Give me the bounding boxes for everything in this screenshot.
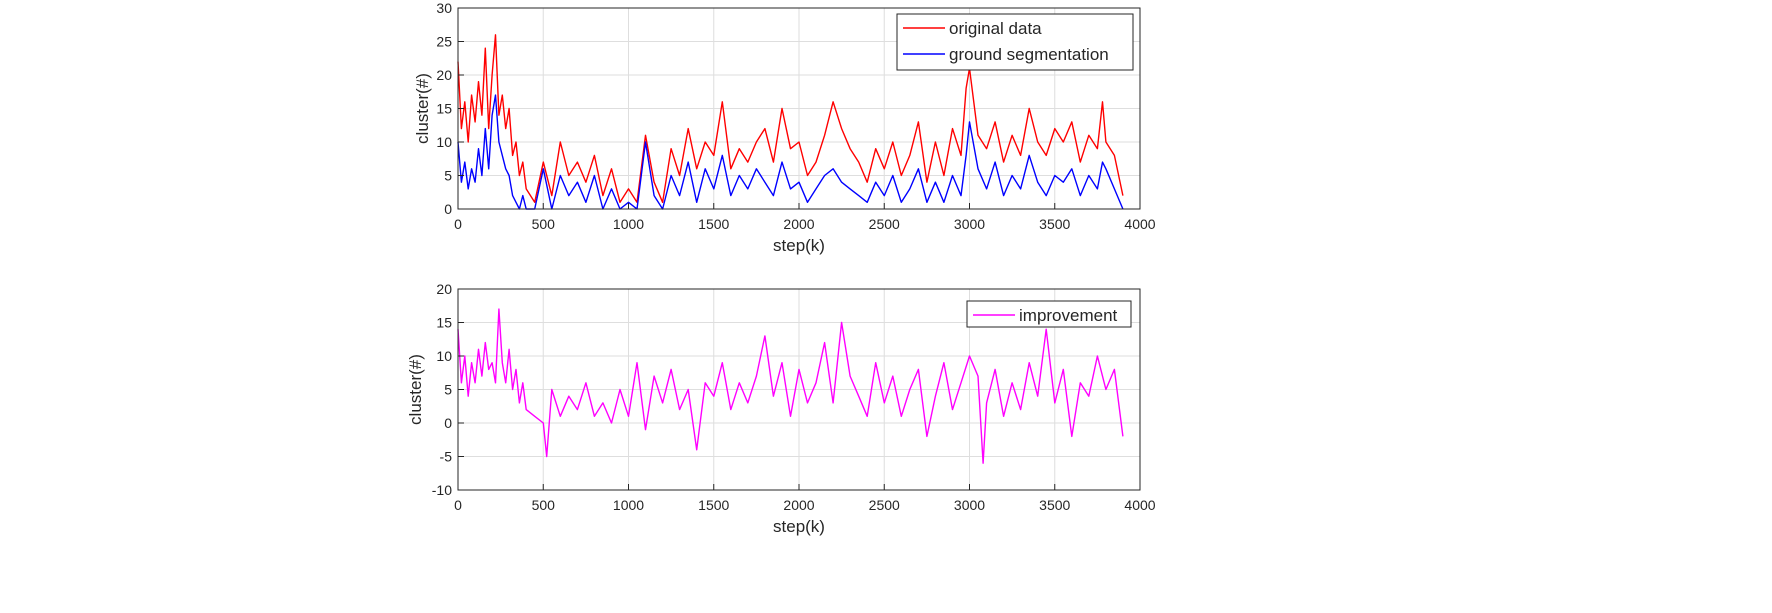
legend: improvement bbox=[966, 300, 1132, 328]
series-line-improvement bbox=[457, 308, 1124, 464]
x-tick-label: 3000 bbox=[954, 216, 985, 232]
y-tick-label: 25 bbox=[436, 34, 452, 50]
x-tick-label: 2500 bbox=[869, 497, 900, 513]
y-tick-label: 5 bbox=[444, 168, 452, 184]
x-tick-label: 1000 bbox=[613, 216, 644, 232]
y-tick-label: -5 bbox=[440, 449, 453, 465]
x-tick-label: 1000 bbox=[613, 497, 644, 513]
y-tick-label: 10 bbox=[436, 348, 452, 364]
x-tick-label: 500 bbox=[532, 216, 556, 232]
y-tick-label: 15 bbox=[436, 101, 452, 117]
y-tick-label: 0 bbox=[444, 201, 452, 217]
x-tick-label: 3500 bbox=[1039, 497, 1070, 513]
y-tick-label: 20 bbox=[436, 67, 452, 83]
x-tick-label: 4000 bbox=[1124, 497, 1155, 513]
x-tick-label: 1500 bbox=[698, 216, 729, 232]
x-tick-label: 4000 bbox=[1124, 216, 1155, 232]
y-axis-label: cluster(#) bbox=[413, 73, 432, 144]
x-tick-label: 2500 bbox=[869, 216, 900, 232]
chart-panel-2: 0 500 1000 1500 2000 2500 3000 3500 4000 -10 -5 0 5 1… bbox=[406, 281, 1156, 536]
legend-label: ground segmentation bbox=[949, 45, 1109, 64]
x-axis-label: step(k) bbox=[773, 236, 825, 255]
x-tick-label: 0 bbox=[454, 216, 462, 232]
y-tick-label: 5 bbox=[444, 382, 452, 398]
chart-panel-1: 0 500 1000 1500 2000 2500 3000 3500 4000 0 5 10 15 20… bbox=[413, 0, 1156, 255]
x-tick-label: 3500 bbox=[1039, 216, 1070, 232]
y-tick-label: 10 bbox=[436, 134, 452, 150]
y-tick-label: 20 bbox=[436, 281, 452, 297]
series-line-original-data bbox=[457, 34, 1124, 204]
y-tick-label: -10 bbox=[432, 482, 452, 498]
x-tick-label: 0 bbox=[454, 497, 462, 513]
y-tick-label: 30 bbox=[436, 0, 452, 16]
legend-box bbox=[966, 300, 1132, 328]
legend-label: improvement bbox=[1019, 306, 1118, 325]
legend: original data ground segmentation bbox=[896, 13, 1134, 71]
x-tick-label: 1500 bbox=[698, 497, 729, 513]
legend-label: original data bbox=[949, 19, 1042, 38]
series-line-ground-segmentation bbox=[457, 94, 1124, 210]
legend-box bbox=[896, 13, 1134, 71]
x-tick-label: 2000 bbox=[783, 497, 814, 513]
x-axis-label: step(k) bbox=[773, 517, 825, 536]
y-tick-label: 0 bbox=[444, 415, 452, 431]
y-axis-label: cluster(#) bbox=[406, 354, 425, 425]
x-tick-label: 500 bbox=[532, 497, 556, 513]
y-tick-label: 15 bbox=[436, 315, 452, 331]
x-tick-label: 2000 bbox=[783, 216, 814, 232]
x-tick-label: 3000 bbox=[954, 497, 985, 513]
